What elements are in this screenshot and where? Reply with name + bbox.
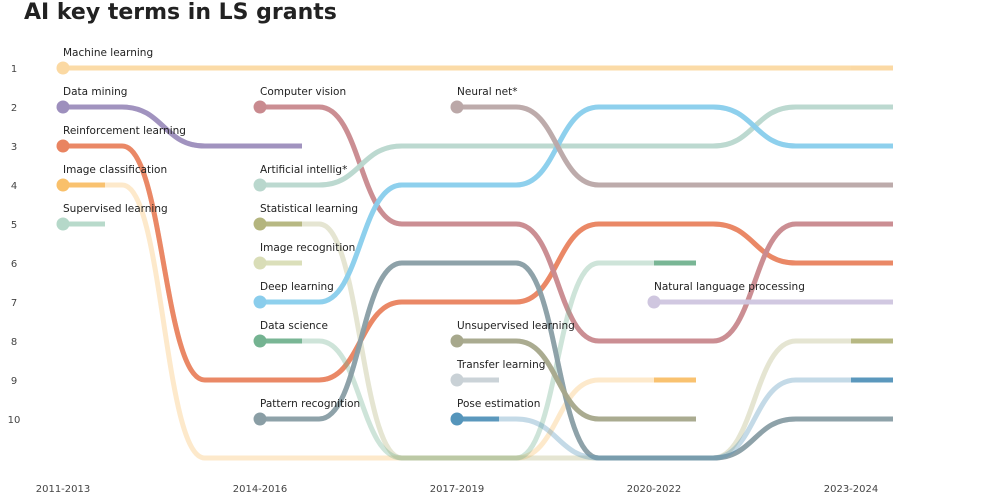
period-label: 2014-2016 (233, 484, 288, 495)
series-start-dot-statistical-learning (253, 217, 267, 231)
series-label-deep-learning: Deep learning (260, 281, 334, 293)
series-start-dot-transfer-learning (450, 373, 464, 387)
series-label-pattern-recognition: Pattern recognition (260, 398, 360, 410)
rank-tick-label: 9 (11, 376, 17, 387)
series-start-dot-supervised-learning (56, 217, 70, 231)
series-label-supervised-learning: Supervised learning (63, 203, 168, 215)
series-label-computer-vision: Computer vision (260, 86, 346, 98)
series-start-dot-artificial-intellig (253, 178, 267, 192)
series-emphasis-unsupervised-learning (457, 338, 654, 422)
chart-title: AI key terms in LS grants (24, 0, 337, 25)
series-start-dot-pose-estimation (450, 412, 464, 426)
series-label-image-recognition: Image recognition (260, 242, 355, 254)
rank-tick-label: 7 (11, 298, 17, 309)
series-label-transfer-learning: Transfer learning (456, 359, 545, 371)
lines-layer (63, 65, 893, 461)
series-label-unsupervised-learning: Unsupervised learning (457, 320, 575, 332)
series-label-pose-estimation: Pose estimation (457, 398, 540, 410)
rank-tick-label: 6 (11, 259, 17, 270)
series-start-dot-natural-language-processing (647, 295, 661, 309)
rank-tick-label: 3 (11, 142, 17, 153)
series-label-natural-language-processing: Natural language processing (654, 281, 805, 293)
series-start-dot-neural-net (450, 100, 464, 114)
period-label: 2020-2022 (627, 484, 682, 495)
series-label-reinforcement-learning: Reinforcement learning (63, 125, 186, 137)
rank-tick-label: 8 (11, 337, 17, 348)
rank-tick-label: 4 (11, 181, 17, 192)
series-line-statistical-learning (260, 221, 893, 461)
series-label-data-mining: Data mining (63, 86, 127, 98)
period-label: 2017-2019 (430, 484, 485, 495)
series-label-neural-net: Neural net* (457, 86, 517, 98)
series-label-image-classification: Image classification (63, 164, 167, 176)
series-label-artificial-intellig: Artificial intellig* (260, 164, 347, 176)
rank-tick-label: 5 (11, 220, 17, 231)
series-start-dot-unsupervised-learning (450, 334, 464, 348)
marks-layer (56, 61, 661, 426)
labels-layer: Machine learning Data mining Reinforcement… (63, 47, 805, 410)
period-label: 2011-2013 (36, 484, 91, 495)
series-emphasis-reinforcement-learning (63, 143, 851, 383)
series-line-data-science (260, 260, 696, 461)
series-label-data-science: Data science (260, 320, 328, 332)
series-start-dot-computer-vision (253, 100, 267, 114)
series-emphasis-deep-learning (260, 104, 851, 305)
period-label: 2023-2024 (824, 484, 879, 495)
rank-tick-label: 2 (11, 103, 17, 114)
series-start-dot-reinforcement-learning (56, 139, 70, 153)
series-start-dot-image-classification (56, 178, 70, 192)
series-start-dot-data-science (253, 334, 267, 348)
series-start-dot-deep-learning (253, 295, 267, 309)
series-line-pose-estimation (457, 377, 893, 461)
series-label-statistical-learning: Statistical learning (260, 203, 358, 215)
series-start-dot-machine-learning (56, 61, 70, 75)
series-emphasis-pattern-recognition (260, 260, 851, 461)
series-emphasis-neural-net (457, 104, 851, 188)
series-start-dot-data-mining (56, 100, 70, 114)
series-label-machine-learning: Machine learning (63, 47, 153, 59)
rank-tick-label: 1 (11, 64, 17, 75)
series-start-dot-image-recognition (253, 256, 267, 270)
rank-tick-label: 10 (8, 415, 21, 426)
axis-layer: 1 2 3 4 5 6 7 8 9 10 2011-2013 2014-2016 2017-2019 20… (8, 64, 879, 495)
series-emphasis-data-mining (63, 104, 260, 149)
series-start-dot-pattern-recognition (253, 412, 267, 426)
